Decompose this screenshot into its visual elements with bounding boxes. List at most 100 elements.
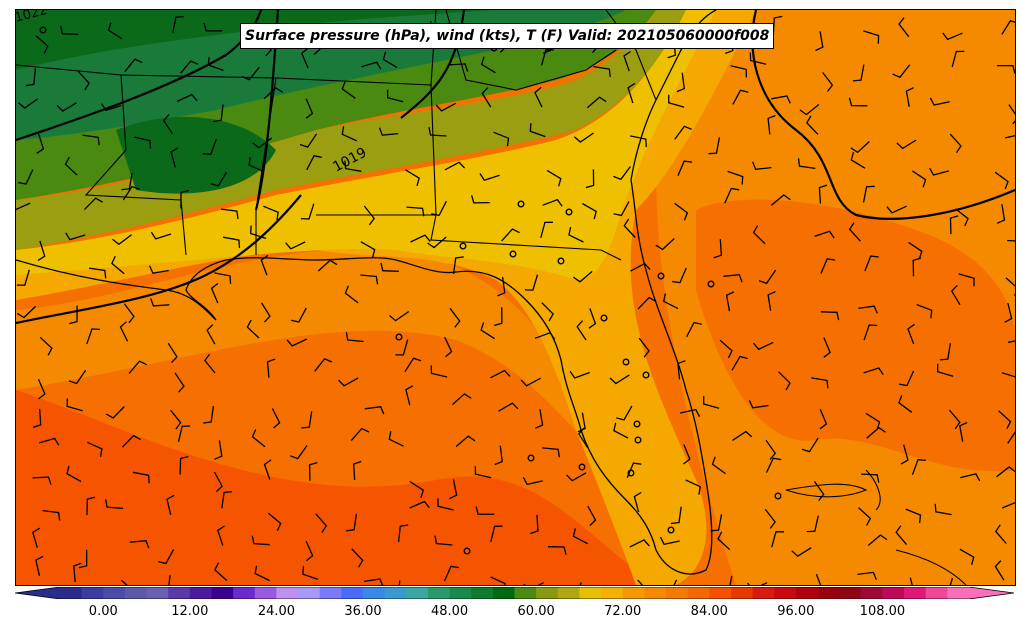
wind-barb bbox=[64, 156, 78, 176]
wind-barb bbox=[123, 303, 135, 324]
wind-barb bbox=[673, 579, 678, 585]
wind-barb bbox=[389, 310, 410, 322]
station-marker bbox=[395, 333, 403, 341]
wind-barb bbox=[534, 332, 556, 340]
wind-barb bbox=[907, 323, 915, 345]
wind-barb bbox=[806, 515, 819, 533]
wind-barb bbox=[305, 98, 314, 119]
wind-barb bbox=[77, 70, 90, 91]
colorbar-cell bbox=[276, 587, 299, 599]
wind-barb bbox=[959, 548, 975, 566]
wind-barb bbox=[172, 15, 184, 33]
station-marker bbox=[509, 250, 517, 258]
wind-barb bbox=[857, 571, 878, 581]
wind-barb bbox=[767, 291, 776, 311]
wind-barb bbox=[717, 531, 731, 551]
station-marker bbox=[634, 436, 642, 444]
wind-barb bbox=[994, 560, 1005, 581]
wind-barb bbox=[710, 514, 723, 532]
wind-barb bbox=[16, 305, 37, 319]
wind-barb bbox=[623, 50, 631, 72]
colorbar-cell bbox=[601, 587, 624, 599]
wind-barb bbox=[299, 133, 318, 148]
wind-barb bbox=[949, 215, 959, 235]
wind-barb bbox=[960, 473, 981, 482]
wind-barb bbox=[670, 506, 682, 525]
wind-barb bbox=[112, 234, 132, 246]
colorbar-cell bbox=[81, 587, 104, 599]
wind-barb bbox=[32, 476, 52, 485]
wind-barb bbox=[815, 31, 824, 52]
wind-barb bbox=[364, 578, 384, 585]
station-marker bbox=[517, 200, 525, 208]
wind-barb bbox=[909, 577, 913, 585]
wind-barb bbox=[434, 535, 453, 546]
station-marker bbox=[633, 420, 641, 428]
wind-barb bbox=[65, 232, 86, 241]
wind-barb bbox=[260, 254, 269, 276]
wind-barb bbox=[569, 371, 590, 379]
wind-barb bbox=[101, 103, 122, 112]
wind-barb bbox=[382, 51, 398, 69]
wind-barb bbox=[388, 431, 404, 447]
colorbar-cell bbox=[557, 587, 581, 599]
wind-barb bbox=[180, 60, 199, 74]
wind-barb bbox=[898, 17, 910, 38]
wind-barb bbox=[630, 262, 651, 272]
colorbar-cell bbox=[492, 587, 516, 599]
colorbar-tick-label: 0.00 bbox=[88, 604, 118, 619]
wind-barb bbox=[170, 409, 182, 430]
station-marker bbox=[774, 492, 782, 500]
wind-barb bbox=[221, 490, 233, 509]
wind-barb bbox=[867, 534, 888, 546]
wind-barb bbox=[217, 525, 225, 546]
wind-barb bbox=[708, 137, 721, 155]
colorbar-tick-label: 72.00 bbox=[604, 604, 642, 619]
station-marker bbox=[667, 526, 675, 534]
colorbar-cell bbox=[795, 587, 819, 599]
wind-barb bbox=[214, 562, 228, 581]
wind-barb bbox=[39, 336, 53, 356]
wind-barb bbox=[609, 374, 630, 385]
wind-barb bbox=[547, 546, 567, 555]
wind-barb bbox=[204, 353, 216, 374]
wind-barb bbox=[674, 202, 689, 221]
wind-barb bbox=[949, 133, 962, 154]
wind-barb bbox=[1004, 135, 1015, 139]
wind-barb bbox=[1001, 502, 1015, 509]
fill-atlantic-warm bbox=[696, 199, 1015, 472]
wind-barb bbox=[497, 276, 506, 297]
wind-barb bbox=[300, 203, 315, 220]
wind-barb bbox=[581, 202, 597, 220]
colorbar bbox=[15, 587, 1014, 599]
wind-barb bbox=[480, 56, 496, 74]
wind-barb bbox=[37, 240, 46, 262]
wind-barb bbox=[1007, 340, 1015, 344]
wind-barb bbox=[134, 136, 152, 149]
wind-barb bbox=[18, 98, 39, 109]
wind-barb bbox=[588, 308, 597, 329]
colorbar-cell bbox=[233, 587, 256, 599]
wind-barb bbox=[444, 336, 453, 358]
wind-barb bbox=[300, 47, 309, 69]
station-marker bbox=[707, 280, 715, 288]
wind-barb bbox=[939, 343, 952, 361]
colorbar-cell bbox=[211, 587, 234, 599]
wind-barb bbox=[752, 161, 772, 170]
wind-barb bbox=[749, 52, 767, 65]
colorbar-cell bbox=[514, 587, 537, 599]
wind-barb bbox=[863, 324, 878, 341]
wind-barb bbox=[950, 284, 961, 306]
colorbar-cell bbox=[687, 587, 710, 599]
wind-barb bbox=[306, 154, 323, 171]
wind-barb bbox=[430, 365, 448, 378]
wind-barb bbox=[455, 435, 476, 447]
colorbar-cell bbox=[752, 587, 775, 599]
wind-barb bbox=[1001, 20, 1015, 35]
wind-barb bbox=[823, 337, 831, 358]
colorbar-cell bbox=[925, 587, 948, 599]
wind-barb bbox=[805, 115, 819, 135]
wind-barb bbox=[25, 68, 36, 87]
fill-nearshore bbox=[16, 248, 616, 470]
wind-barb bbox=[36, 133, 45, 154]
